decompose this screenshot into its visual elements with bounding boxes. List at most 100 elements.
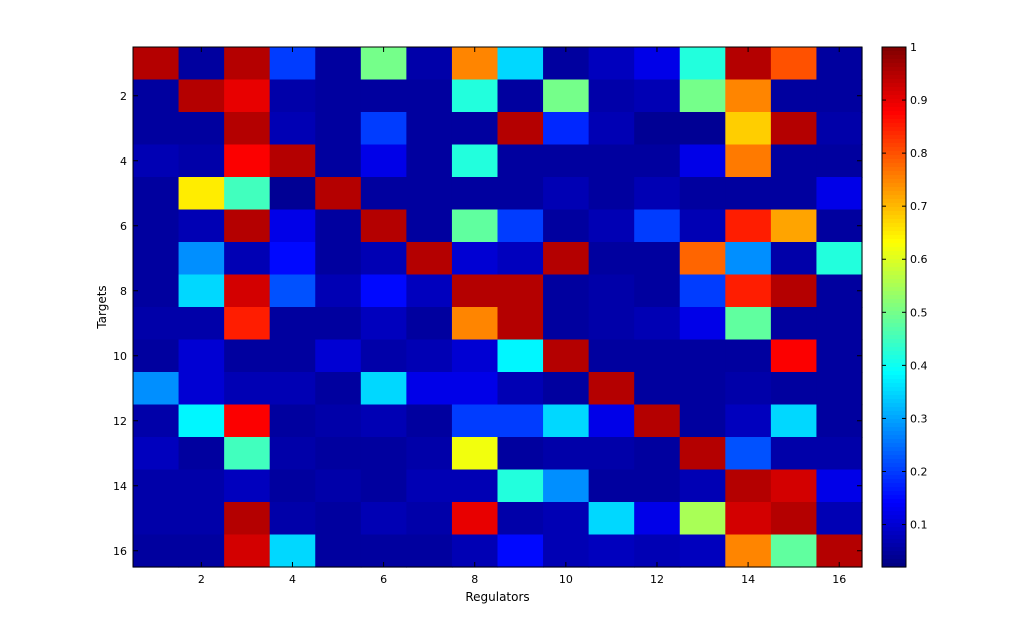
y-tick-label: 4 <box>120 155 127 168</box>
heatmap-cell-r5-c12 <box>634 177 681 211</box>
colorbar-segment <box>882 407 906 412</box>
heatmap-cell-r6-c9 <box>497 209 544 243</box>
heatmap-cell-r13-c1 <box>133 437 180 471</box>
colorbar-segment <box>882 263 906 268</box>
colorbar-segment <box>882 355 906 360</box>
heatmap-cell-r12-c7 <box>406 404 453 438</box>
heatmap-cell-r16-c9 <box>497 534 544 568</box>
colorbar-segment <box>882 191 906 196</box>
heatmap-cell-r2-c6 <box>360 79 407 113</box>
colorbar-segment <box>882 363 906 368</box>
heatmap-cell-r4-c16 <box>816 144 863 178</box>
colorbar-segment <box>882 247 906 252</box>
colorbar-segment <box>882 559 906 564</box>
heatmap-cell-r14-c11 <box>588 469 635 503</box>
y-tick-label: 16 <box>113 545 127 558</box>
heatmap-cell-r4-c8 <box>451 144 499 178</box>
heatmap-cell-r10-c14 <box>725 339 772 373</box>
colorbar-segment <box>882 327 906 332</box>
heatmap-cell-r4-c11 <box>588 144 635 178</box>
heatmap-cell-r2-c13 <box>679 79 726 113</box>
colorbar-segment <box>882 343 906 348</box>
x-tick-label: 4 <box>289 573 296 586</box>
heatmap-cell-r7-c12 <box>634 242 681 276</box>
colorbar-segment <box>882 107 906 112</box>
heatmap-cell-r2-c12 <box>634 79 681 113</box>
plot-frame <box>132 46 863 568</box>
heatmap-cell-r6-c13 <box>679 209 726 243</box>
colorbar-segment <box>882 435 906 440</box>
heatmap-cell-r5-c8 <box>451 177 499 211</box>
heatmap-cell-r6-c2 <box>178 209 225 243</box>
heatmap-cell-r10-c13 <box>679 339 726 373</box>
colorbar-segment <box>882 67 906 72</box>
heatmap-cell-r12-c10 <box>543 404 590 438</box>
heatmap-cell-r13-c16 <box>816 437 863 471</box>
colorbar-segment <box>882 255 906 260</box>
heatmap-cell-r10-c12 <box>634 339 681 373</box>
colorbar-segment <box>882 139 906 144</box>
heatmap-cell-r3-c13 <box>679 112 726 146</box>
heatmap-cell-r16-c11 <box>588 534 635 568</box>
heatmap-cell-r15-c4 <box>269 502 316 536</box>
heatmap-cell-r4-c1 <box>133 144 180 178</box>
colorbar-segment <box>882 419 906 424</box>
heatmap-cell-r9-c15 <box>770 307 818 341</box>
colorbar-segment <box>882 123 906 128</box>
colorbar-segment <box>882 503 906 508</box>
heatmap-cell-r13-c2 <box>178 437 225 471</box>
heatmap-cell-r14-c13 <box>679 469 726 503</box>
heatmap-cell-r6-c12 <box>634 209 681 243</box>
heatmap-cell-r3-c5 <box>315 112 362 146</box>
heatmap-cell-r10-c5 <box>315 339 362 373</box>
colorbar-segment <box>882 303 906 308</box>
colorbar-segment <box>882 455 906 460</box>
heatmap-cell-r1-c4 <box>269 47 316 81</box>
colorbar-segment <box>882 395 906 400</box>
colorbar-segment <box>882 507 906 512</box>
heatmap-cell-r2-c3 <box>224 79 271 113</box>
colorbar-segment <box>882 267 906 272</box>
colorbar-segment <box>882 359 906 364</box>
heatmap-cell-r1-c6 <box>360 47 407 81</box>
heatmap-cell-r13-c10 <box>543 437 590 471</box>
heatmap-cell-r5-c16 <box>816 177 863 211</box>
colorbar-segment <box>882 323 906 328</box>
colorbar-segment <box>882 239 906 244</box>
colorbar-segment <box>882 215 906 220</box>
heatmap-cell-r6-c1 <box>133 209 180 243</box>
heatmap-cell-r1-c7 <box>406 47 453 81</box>
heatmap-cell-r1-c13 <box>679 47 726 81</box>
colorbar-segment <box>882 179 906 184</box>
colorbar-segment <box>882 543 906 548</box>
heatmap-cell-r11-c6 <box>360 372 407 406</box>
heatmap-cell-r4-c10 <box>543 144 590 178</box>
heatmap-cell-r10-c9 <box>497 339 544 373</box>
heatmap-cell-r6-c11 <box>588 209 635 243</box>
colorbar-segment <box>882 375 906 380</box>
colorbar-segment <box>882 299 906 304</box>
y-tick-label: 12 <box>113 415 127 428</box>
heatmap-cell-r11-c14 <box>725 372 772 406</box>
heatmap-cell-r7-c11 <box>588 242 635 276</box>
heatmap-cell-r8-c3 <box>224 274 271 308</box>
colorbar-segment <box>882 187 906 192</box>
heatmap-cell-r13-c11 <box>588 437 635 471</box>
heatmap-cell-r10-c8 <box>451 339 499 373</box>
colorbar-segment <box>882 307 906 312</box>
heatmap-cell-r5-c7 <box>406 177 453 211</box>
heatmap-cell-r12-c4 <box>269 404 316 438</box>
colorbar-segment <box>882 479 906 484</box>
colorbar-segment <box>882 195 906 200</box>
heatmap-cell-r13-c5 <box>315 437 362 471</box>
heatmap-cell-r2-c11 <box>588 79 635 113</box>
heatmap-cell-r14-c2 <box>178 469 225 503</box>
heatmap-cell-r16-c3 <box>224 534 271 568</box>
heatmap-cell-r10-c11 <box>588 339 635 373</box>
heatmap-cell-r3-c11 <box>588 112 635 146</box>
heatmap-cell-r9-c3 <box>224 307 271 341</box>
heatmap-cell-r8-c6 <box>360 274 407 308</box>
heatmap-cell-r10-c10 <box>543 339 590 373</box>
colorbar-segment <box>882 83 906 88</box>
heatmap-cell-r8-c12 <box>634 274 681 308</box>
